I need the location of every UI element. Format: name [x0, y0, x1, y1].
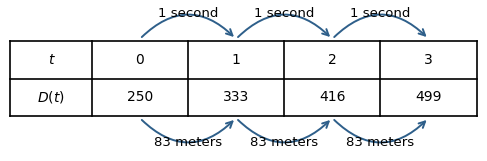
Text: 83 meters: 83 meters — [250, 136, 318, 148]
Text: 1 second: 1 second — [350, 6, 411, 19]
Text: t: t — [48, 53, 54, 67]
Text: 416: 416 — [319, 90, 345, 104]
Text: 1 second: 1 second — [254, 6, 314, 19]
Text: 1: 1 — [232, 53, 241, 67]
Text: 0: 0 — [135, 53, 144, 67]
Text: 2: 2 — [328, 53, 337, 67]
Text: 3: 3 — [424, 53, 433, 67]
Text: 333: 333 — [223, 90, 249, 104]
Text: 83 meters: 83 meters — [154, 136, 222, 148]
Text: 499: 499 — [415, 90, 442, 104]
Text: 83 meters: 83 meters — [346, 136, 414, 148]
Text: $D(t)$: $D(t)$ — [37, 89, 65, 105]
Text: 250: 250 — [127, 90, 153, 104]
Text: 1 second: 1 second — [158, 6, 218, 19]
